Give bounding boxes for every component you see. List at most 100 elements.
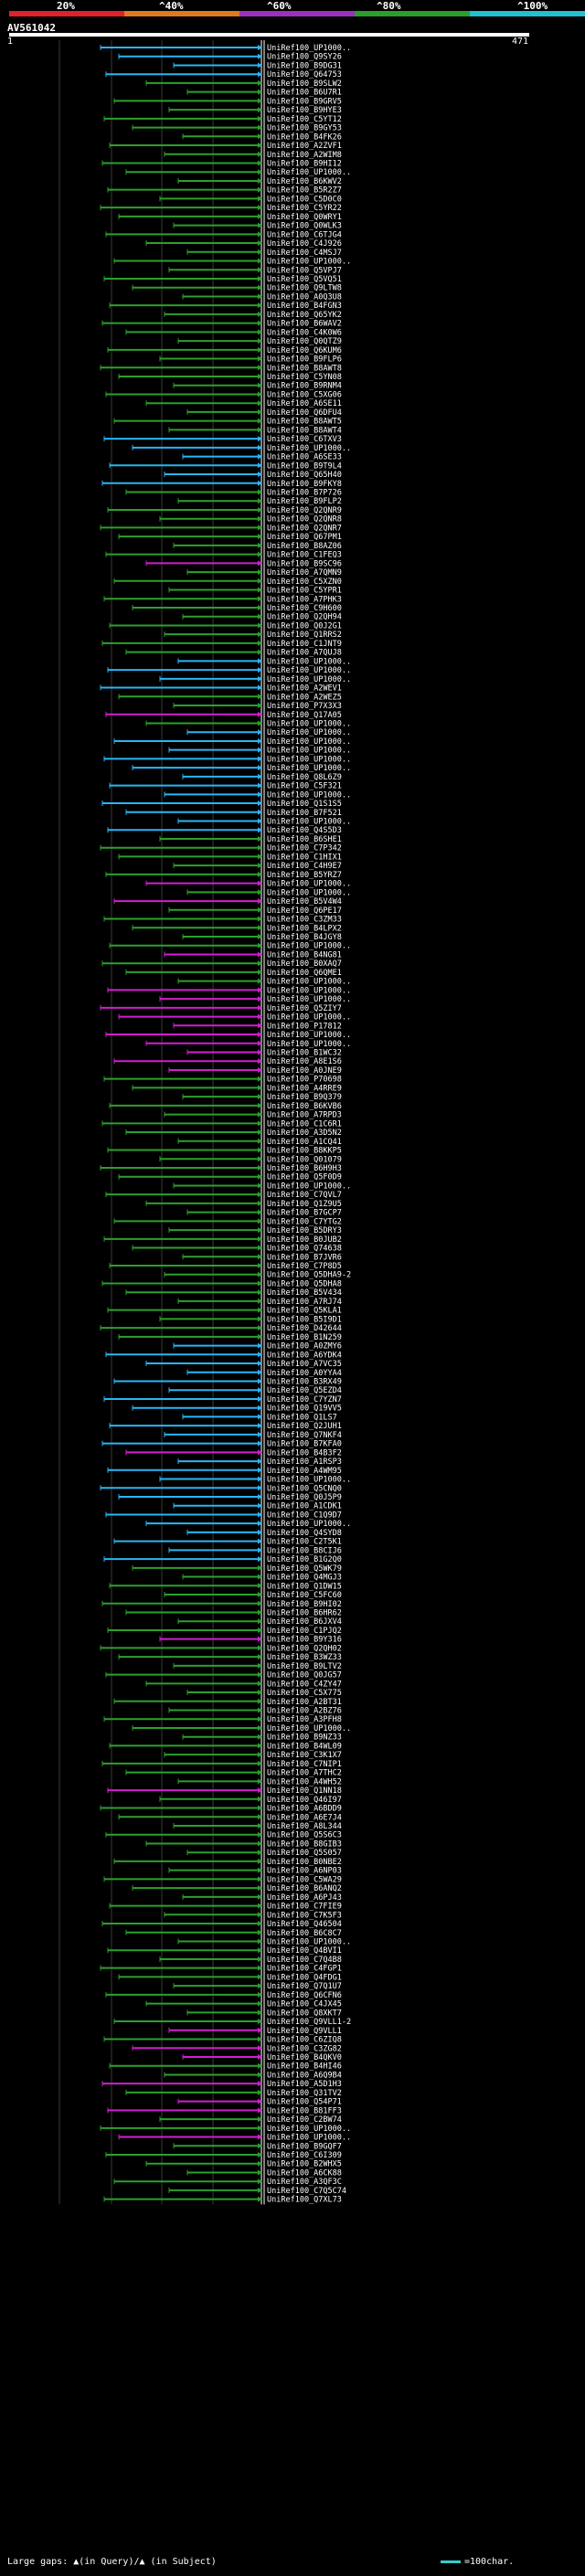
hit-label[interactable]: UniRef100_C1HIX1: [267, 853, 342, 862]
hit-label[interactable]: UniRef100_C6ZIQ8: [267, 2036, 342, 2045]
hit-label[interactable]: UniRef100_C5XZN0: [267, 578, 342, 587]
hit-label[interactable]: UniRef100_C5YT12: [267, 115, 342, 124]
hit-label[interactable]: UniRef100_B4FGN3: [267, 302, 342, 311]
hit-label[interactable]: UniRef100_C7FIE9: [267, 1903, 342, 1912]
hit-label[interactable]: UniRef100_UP1000..: [267, 1182, 351, 1191]
hit-label[interactable]: UniRef100_Q8L6Z9: [267, 773, 342, 782]
hit-label[interactable]: UniRef100_Q19VV5: [267, 1405, 342, 1414]
hit-label[interactable]: UniRef100_B9FKY8: [267, 480, 342, 489]
hit-label[interactable]: UniRef100_Q5DHA9-2: [267, 1271, 351, 1280]
hit-label[interactable]: UniRef100_A8L344: [267, 1822, 342, 1831]
hit-label[interactable]: UniRef100_C7NIP1: [267, 1760, 342, 1769]
hit-label[interactable]: UniRef100_Q5S057: [267, 1849, 342, 1858]
hit-label[interactable]: UniRef100_C4JX45: [267, 2000, 342, 2009]
hit-label[interactable]: UniRef100_C6TXV3: [267, 435, 342, 444]
hit-label[interactable]: UniRef100_A1CDK1: [267, 1502, 342, 1511]
hit-label[interactable]: UniRef100_P7X3X3: [267, 702, 342, 711]
hit-label[interactable]: UniRef100_B4B3F2: [267, 1448, 342, 1458]
hit-label[interactable]: UniRef100_A0ZMY6: [267, 1342, 342, 1352]
hit-label[interactable]: UniRef100_UP1000..: [267, 44, 351, 53]
hit-label[interactable]: UniRef100_C1FEQ3: [267, 551, 342, 560]
hit-label[interactable]: UniRef100_UP1000..: [267, 995, 351, 1004]
hit-label[interactable]: UniRef100_B5I9D1: [267, 1315, 342, 1324]
hit-label[interactable]: UniRef100_Q5VPJ7: [267, 266, 342, 275]
hit-label[interactable]: UniRef100_B9T9L4: [267, 461, 342, 471]
hit-label[interactable]: UniRef100_UP1000..: [267, 1476, 351, 1485]
hit-label[interactable]: UniRef100_B9FLP6: [267, 355, 342, 365]
hit-label[interactable]: UniRef100_UP1000..: [267, 737, 351, 747]
hit-label[interactable]: UniRef100_UP1000..: [267, 2134, 351, 2143]
hit-label[interactable]: UniRef100_Q54P71: [267, 2098, 342, 2107]
hit-label[interactable]: UniRef100_B4HI46: [267, 2062, 342, 2072]
hit-label[interactable]: UniRef100_D42644: [267, 1324, 342, 1333]
hit-label[interactable]: UniRef100_A0YYA4: [267, 1369, 342, 1378]
hit-label[interactable]: UniRef100_B8CIJ6: [267, 1546, 342, 1555]
hit-label[interactable]: UniRef100_C4J926: [267, 239, 342, 249]
hit-label[interactable]: UniRef100_Q5ZIY7: [267, 1004, 342, 1013]
hit-label[interactable]: UniRef100_B8AZ06: [267, 542, 342, 551]
hit-label[interactable]: UniRef100_B1N259: [267, 1333, 342, 1342]
hit-label[interactable]: UniRef100_UP1000..: [267, 888, 351, 897]
hit-label[interactable]: UniRef100_Q5WK79: [267, 1564, 342, 1574]
hit-label[interactable]: UniRef100_UP1000..: [267, 657, 351, 666]
hit-label[interactable]: UniRef100_B6SHE1: [267, 835, 342, 844]
hit-label[interactable]: UniRef100_A8E1S6: [267, 1057, 342, 1066]
hit-label[interactable]: UniRef100_UP1000..: [267, 755, 351, 764]
hit-label[interactable]: UniRef100_A3PFH8: [267, 1715, 342, 1724]
hit-label[interactable]: UniRef100_C3K1X7: [267, 1751, 342, 1760]
hit-label[interactable]: UniRef100_Q31TV2: [267, 2089, 342, 2098]
hit-label[interactable]: UniRef100_C5WA29: [267, 1875, 342, 1884]
hit-label[interactable]: UniRef100_Q5KLA1: [267, 1307, 342, 1316]
hit-label[interactable]: UniRef100_C5YPR1: [267, 587, 342, 596]
hit-label[interactable]: UniRef100_Q4MGJ3: [267, 1574, 342, 1583]
hit-label[interactable]: UniRef100_A4WH52: [267, 1777, 342, 1786]
hit-label[interactable]: UniRef100_Q2JUH1: [267, 1422, 342, 1431]
hit-label[interactable]: UniRef100_A6Q9B4: [267, 2071, 342, 2080]
hit-label[interactable]: UniRef100_Q1NN18: [267, 1786, 342, 1796]
hit-label[interactable]: UniRef100_Q67PM1: [267, 533, 342, 542]
hit-label[interactable]: UniRef100_C3ZG82: [267, 2044, 342, 2053]
hit-label[interactable]: UniRef100_UP1000..: [267, 444, 351, 453]
hit-label[interactable]: UniRef100_Q1RRS2: [267, 631, 342, 640]
hit-label[interactable]: UniRef100_Q2QNR8: [267, 515, 342, 525]
hit-label[interactable]: UniRef100_B3RX49: [267, 1378, 342, 1387]
hit-label[interactable]: UniRef100_A2WIM8: [267, 151, 342, 160]
hit-label[interactable]: UniRef100_UP1000..: [267, 1520, 351, 1529]
hit-label[interactable]: UniRef100_UP1000..: [267, 818, 351, 827]
hit-label[interactable]: UniRef100_UP1000..: [267, 675, 351, 684]
hit-label[interactable]: UniRef100_A6SE33: [267, 453, 342, 462]
hit-label[interactable]: UniRef100_C1Q9D7: [267, 1511, 342, 1520]
hit-label[interactable]: UniRef100_A3D5N2: [267, 1129, 342, 1138]
hit-label[interactable]: UniRef100_A5D1H3: [267, 2080, 342, 2089]
hit-label[interactable]: UniRef100_C4K0W6: [267, 328, 342, 337]
hit-label[interactable]: UniRef100_B4JGY8: [267, 933, 342, 942]
hit-label[interactable]: UniRef100_B9FLP2: [267, 497, 342, 506]
hit-label[interactable]: UniRef100_B9GY53: [267, 124, 342, 133]
hit-label[interactable]: UniRef100_B9RNM4: [267, 382, 342, 391]
hit-label[interactable]: UniRef100_C4H9E7: [267, 862, 342, 871]
hit-label[interactable]: UniRef100_Q4S5D3: [267, 826, 342, 835]
hit-label[interactable]: UniRef100_Q5S6C3: [267, 1831, 342, 1840]
hit-label[interactable]: UniRef100_B8KKP5: [267, 1147, 342, 1156]
hit-label[interactable]: UniRef100_B9HYE3: [267, 106, 342, 115]
hit-label[interactable]: UniRef100_A7RJ74: [267, 1298, 342, 1307]
hit-label[interactable]: UniRef100_B6JXV4: [267, 1617, 342, 1627]
hit-label[interactable]: UniRef100_B5YRZ7: [267, 871, 342, 880]
hit-label[interactable]: UniRef100_C5X775: [267, 1689, 342, 1698]
hit-label[interactable]: UniRef100_A6CK88: [267, 2168, 342, 2178]
hit-label[interactable]: UniRef100_Q0J5P9: [267, 1493, 342, 1502]
hit-label[interactable]: UniRef100_C4FGP1: [267, 1965, 342, 1974]
hit-label[interactable]: UniRef100_B9HI12: [267, 159, 342, 168]
hit-label[interactable]: UniRef100_C6I309: [267, 2151, 342, 2160]
hit-label[interactable]: UniRef100_B9GQF7: [267, 2142, 342, 2151]
hit-label[interactable]: UniRef100_UP1000..: [267, 978, 351, 987]
hit-label[interactable]: UniRef100_A2BZ76: [267, 1707, 342, 1716]
hit-label[interactable]: UniRef100_B7GCP7: [267, 1209, 342, 1218]
hit-label[interactable]: UniRef100_Q4BVI1: [267, 1946, 342, 1956]
hit-label[interactable]: UniRef100_Q1S1S5: [267, 800, 342, 809]
hit-label[interactable]: UniRef100_B8GIB3: [267, 1839, 342, 1849]
hit-label[interactable]: UniRef100_B4QKV0: [267, 2053, 342, 2062]
hit-label[interactable]: UniRef100_B8AWT4: [267, 426, 342, 435]
hit-label[interactable]: UniRef100_B4LPX2: [267, 924, 342, 933]
hit-label[interactable]: UniRef100_UP1000..: [267, 168, 351, 177]
